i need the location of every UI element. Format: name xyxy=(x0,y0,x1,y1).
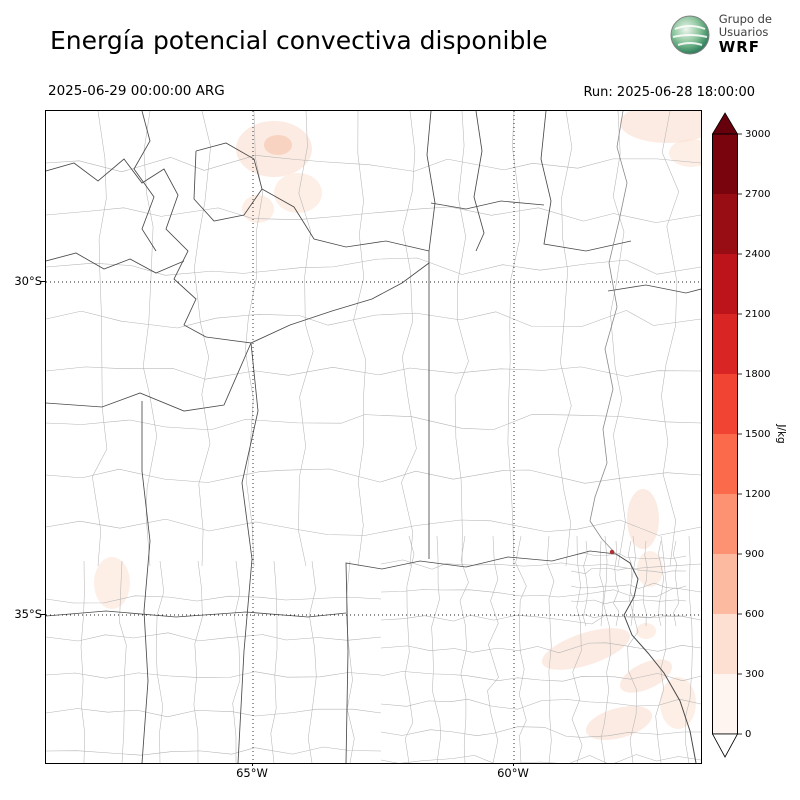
valid-time-label: 2025-06-29 00:00:00 ARG xyxy=(48,83,225,99)
parana-river xyxy=(589,111,628,555)
cbar-tick-600: 600 xyxy=(745,609,764,620)
run-time-label: Run: 2025-06-28 18:00:00 xyxy=(583,85,755,100)
colorbar-segments xyxy=(713,134,737,734)
map-svg xyxy=(46,111,701,763)
province-borders xyxy=(46,111,701,763)
logo-wrf: WRF xyxy=(718,38,761,57)
cbar-tick-1200: 1200 xyxy=(745,489,770,500)
logo-line1: Grupo de xyxy=(718,12,772,26)
globe-icon xyxy=(670,15,710,55)
logo-line2: Usuarios xyxy=(718,25,769,40)
cbar-tick-900: 900 xyxy=(745,549,764,560)
colorbar-svg: 3000 2700 2400 2100 1800 1500 1200 900 6… xyxy=(711,112,787,758)
y-axis-label-30s: 30°S xyxy=(14,274,42,288)
lat-lon-gridlines xyxy=(46,111,701,763)
lat-tick-35s xyxy=(41,614,45,615)
cape-shading xyxy=(94,111,701,740)
map-frame xyxy=(45,110,702,764)
cbar-tick-3000: 3000 xyxy=(745,129,770,140)
logo-text: Grupo de Usuarios WRF xyxy=(718,12,772,57)
x-axis-label-65w: 65°W xyxy=(236,766,268,780)
lon-tick-60w xyxy=(513,762,514,766)
city-marker xyxy=(609,549,615,555)
cbar-tick-1500: 1500 xyxy=(745,429,770,440)
department-mesh xyxy=(46,111,701,763)
cbar-tick-2100: 2100 xyxy=(745,309,770,320)
page-title: Energía potencial convectiva disponible xyxy=(50,26,548,55)
wrf-logo: Grupo de Usuarios WRF xyxy=(669,12,772,57)
colorbar-over-arrow xyxy=(711,112,739,135)
cbar-tick-1800: 1800 xyxy=(745,369,770,380)
lon-tick-65w xyxy=(252,762,253,766)
x-axis-label-60w: 60°W xyxy=(497,766,529,780)
colorbar-unit-label: J/kg xyxy=(775,423,787,443)
colorbar-under-arrow xyxy=(711,733,739,758)
colorbar: 3000 2700 2400 2100 1800 1500 1200 900 6… xyxy=(711,112,794,766)
colorbar-tick-labels: 3000 2700 2400 2100 1800 1500 1200 900 6… xyxy=(745,129,770,740)
cbar-tick-2700: 2700 xyxy=(745,189,770,200)
lat-tick-30s xyxy=(41,281,45,282)
y-axis-label-35s: 35°S xyxy=(14,607,42,621)
colorbar-tickmarks xyxy=(737,133,742,735)
cbar-tick-2400: 2400 xyxy=(745,249,770,260)
cbar-tick-300: 300 xyxy=(745,669,764,680)
cbar-tick-0: 0 xyxy=(745,729,751,740)
